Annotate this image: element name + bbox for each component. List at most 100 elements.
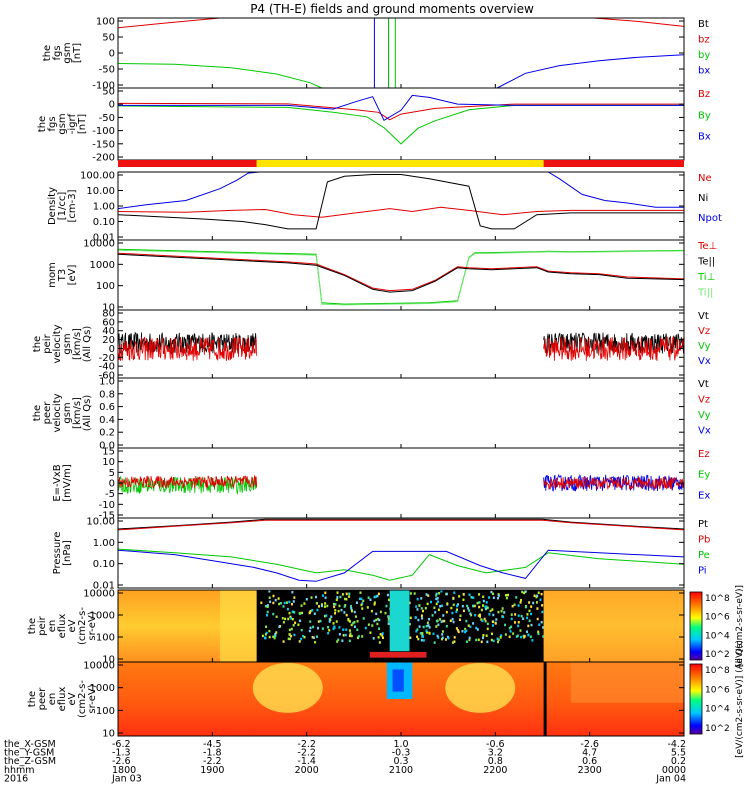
- spectrogram-pixel: [482, 604, 485, 607]
- spectrogram-pixel: [261, 634, 264, 638]
- footer-value: -1.4: [297, 756, 316, 767]
- legend-item: Vz: [698, 395, 710, 406]
- spectrogram-pixel: [461, 629, 464, 633]
- spectrogram-pixel: [341, 639, 344, 642]
- spectrogram-pixel: [429, 600, 432, 604]
- legend-item: Vy: [698, 341, 711, 352]
- spectrogram-pixel: [311, 636, 314, 639]
- spectrogram-pixel: [497, 594, 500, 597]
- spectrogram-pixel: [308, 611, 311, 615]
- spectrogram-pixel: [324, 596, 327, 600]
- spectrogram-pixel: [275, 631, 278, 634]
- y-axis-label: thepeervelocitygsm[km/s](All Qs): [32, 393, 93, 432]
- spectrogram-pixel: [530, 623, 533, 627]
- spectrogram-pixel: [422, 635, 425, 638]
- y-axis-label-line: eV: [67, 692, 78, 705]
- spectrogram-pixel: [345, 592, 348, 596]
- spectrogram-pixel: [541, 610, 544, 614]
- spectrogram-pixel: [362, 599, 365, 603]
- y-axis-label-line: [eV]: [67, 265, 78, 286]
- y-tick-label: 5: [109, 468, 115, 479]
- legend-item: by: [698, 50, 710, 61]
- footer-row-label: the_Y-GSM: [4, 748, 54, 759]
- footer-row-label: the_X-GSM: [4, 739, 56, 750]
- y-axis-label-line: en: [47, 620, 58, 633]
- spectrogram-pixel: [435, 602, 438, 606]
- spectrogram-pixel: [477, 614, 480, 617]
- spectrogram-pixel: [499, 636, 502, 639]
- y-tick-label: 10: [102, 303, 115, 314]
- spectrogram-pixel: [421, 609, 424, 613]
- spectrogram-pixel: [497, 610, 500, 614]
- y-axis-label: thefgsgsm-igrf[nT]: [37, 113, 88, 134]
- spectrogram-pixel: [361, 635, 364, 638]
- spectrogram-pixel: [360, 597, 363, 601]
- spectrogram-pixel: [496, 596, 499, 600]
- spectrogram-pixel: [349, 632, 352, 635]
- spectrogram-data-gap: [543, 662, 547, 736]
- spectrogram-pixel: [288, 600, 291, 604]
- spectrogram-pixel: [336, 596, 339, 599]
- spectrogram-blob: [252, 662, 323, 713]
- spectrogram-pixel: [461, 604, 464, 608]
- spectrogram-pixel: [373, 619, 376, 623]
- spectrogram-pixel: [264, 633, 267, 636]
- y-tick-label: 0.8: [99, 389, 115, 400]
- spectrogram-pixel: [332, 627, 335, 630]
- spectrogram-pixel: [272, 601, 275, 605]
- y-tick-label: 0: [109, 100, 115, 111]
- spectrogram-pixel: [492, 639, 495, 643]
- y-tick-label: 0.10: [93, 217, 115, 228]
- spectrogram-pixel: [348, 620, 351, 623]
- spectrogram-pixel: [510, 613, 513, 616]
- spectrogram-pixel: [436, 634, 439, 638]
- spectrogram-pixel: [419, 632, 422, 635]
- footer-value: 4.7: [582, 748, 597, 759]
- y-axis-label-line: gsm: [62, 42, 73, 63]
- spectrogram-pixel: [353, 625, 356, 628]
- spectrogram-pixel: [435, 594, 438, 597]
- y-tick-label: -200: [92, 153, 115, 164]
- spectrogram-patch: [219, 590, 257, 662]
- spectrogram-pixel: [437, 623, 440, 627]
- y-axis-label-line: fgs: [47, 116, 58, 131]
- series-line-bx: [496, 54, 684, 88]
- spectrogram-pixel: [505, 596, 508, 600]
- spectrogram-pixel: [278, 602, 281, 606]
- y-axis-label-line: sr-eV): [87, 684, 98, 713]
- y-tick-label: 20: [102, 335, 115, 346]
- legend-item: Pi: [698, 566, 707, 577]
- spectrogram-pixel: [508, 635, 511, 639]
- spectrogram-pixel: [449, 619, 452, 623]
- spectrogram-pixel: [455, 627, 458, 630]
- y-tick-label: 0: [109, 49, 115, 60]
- panel-peer-spectrogram: 10000 1000 100 10 thepeerenefluxeV(cm2-s-sr-…: [27, 661, 685, 740]
- spectrogram-pixel: [457, 630, 460, 634]
- y-axis-label-line: the: [32, 336, 43, 352]
- spectrogram-pixel: [287, 617, 290, 621]
- y-tick-label: 1000: [90, 683, 115, 694]
- spectrogram-pixel: [468, 638, 471, 642]
- spectrogram-pixel: [533, 594, 536, 598]
- colorbar-tick-label: 10^2: [705, 724, 730, 734]
- spectrogram-pixel: [300, 604, 303, 607]
- spectrogram-pixel: [290, 617, 293, 620]
- spectrogram-pixel: [490, 590, 493, 594]
- spectrogram-pixel: [338, 632, 341, 636]
- y-axis-label-line: peir: [42, 333, 53, 353]
- spectrogram-pixel: [344, 603, 347, 607]
- y-tick-label: 100: [96, 281, 115, 292]
- spectrogram-pixel: [515, 635, 518, 638]
- y-tick-label: 10.00: [86, 186, 115, 197]
- y-tick-label: 0.01: [93, 581, 115, 592]
- y-tick-label: 10000: [83, 239, 115, 250]
- spectrogram-pixel: [526, 616, 529, 620]
- spectrogram-pixel: [492, 596, 495, 600]
- footer-value: Jan 04: [655, 773, 686, 784]
- y-tick-label: 10: [102, 729, 115, 740]
- spectrogram-pixel: [326, 604, 329, 608]
- legend-item: Vx: [698, 426, 711, 437]
- series-line-Ti||: [118, 249, 684, 306]
- footer-value: -6.2: [112, 739, 131, 750]
